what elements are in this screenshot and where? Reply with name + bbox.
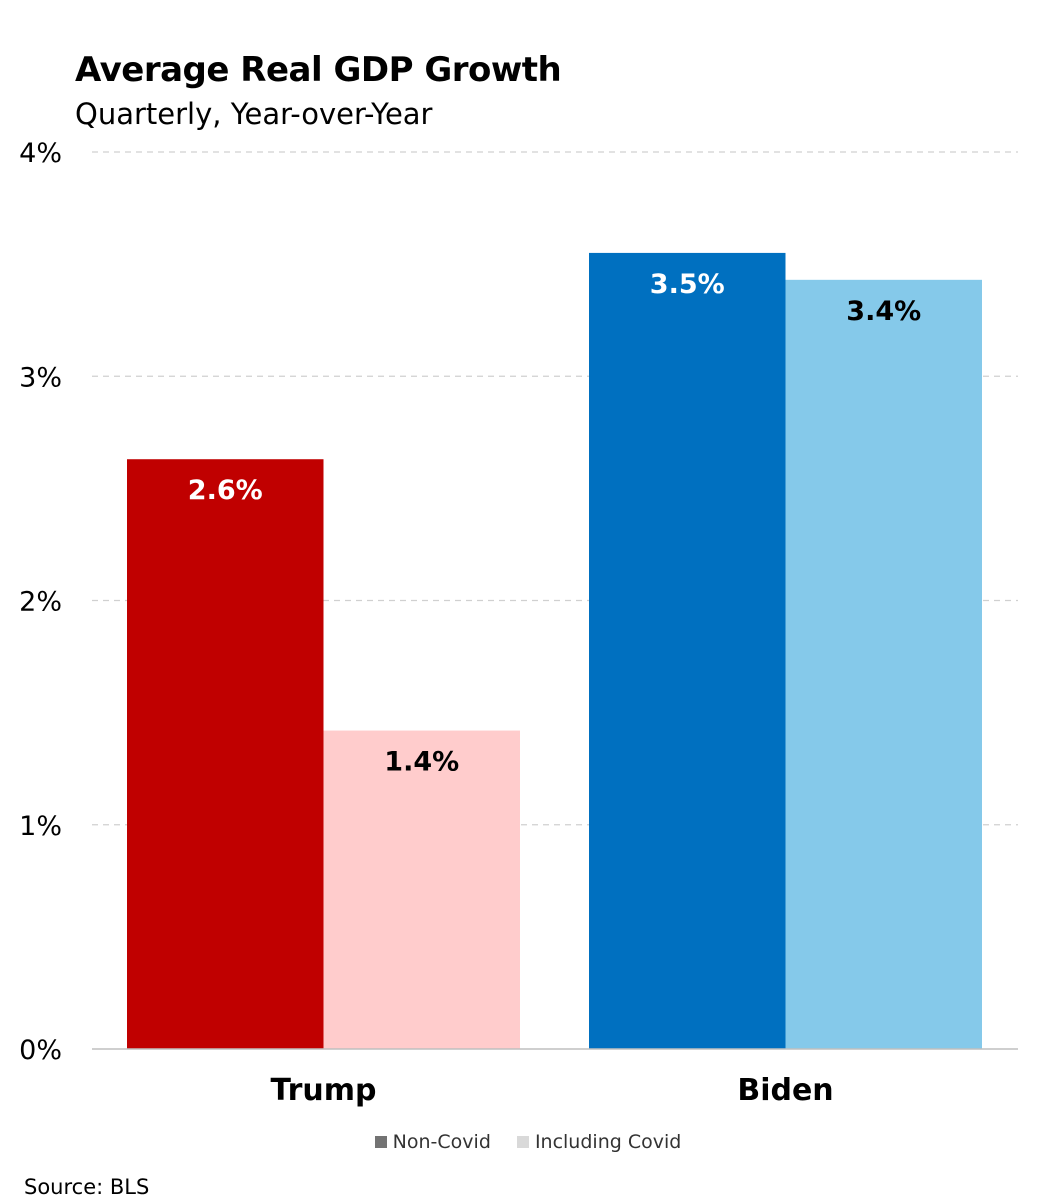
bar-trump-including-covid (323, 730, 520, 1049)
legend-item-non-covid: Non-Covid (374, 1131, 491, 1153)
legend-item-including-covid: Including Covid (516, 1131, 682, 1153)
bar-biden-including-covid (785, 279, 982, 1049)
x-tick-label-trump: Trump (270, 1073, 376, 1108)
chart-subtitle: Quarterly, Year-over-Year (75, 97, 433, 131)
chart-legend: Non-Covid Including Covid (0, 1131, 1056, 1153)
legend-label-including-covid: Including Covid (534, 1131, 682, 1153)
legend-swatch-non-covid (374, 1136, 387, 1148)
legend-swatch-including-covid (516, 1136, 529, 1148)
y-tick-label: 3% (19, 362, 62, 393)
x-tick-label-biden: Biden (737, 1073, 833, 1108)
source-note: Source: BLS (24, 1175, 150, 1199)
bar-biden-non-covid (589, 252, 786, 1050)
data-label: 1.4% (384, 747, 459, 778)
y-tick-label: 0% (19, 1035, 62, 1066)
y-tick-label: 1% (19, 811, 62, 842)
data-label: 2.6% (188, 475, 263, 506)
bar-trump-non-covid (127, 459, 324, 1049)
data-label: 3.4% (846, 296, 921, 327)
y-tick-label: 4% (19, 138, 62, 169)
y-tick-label: 2% (19, 587, 62, 618)
chart-title: Average Real GDP Growth (75, 50, 562, 90)
data-label: 3.5% (650, 269, 725, 300)
legend-label-non-covid: Non-Covid (392, 1131, 491, 1153)
